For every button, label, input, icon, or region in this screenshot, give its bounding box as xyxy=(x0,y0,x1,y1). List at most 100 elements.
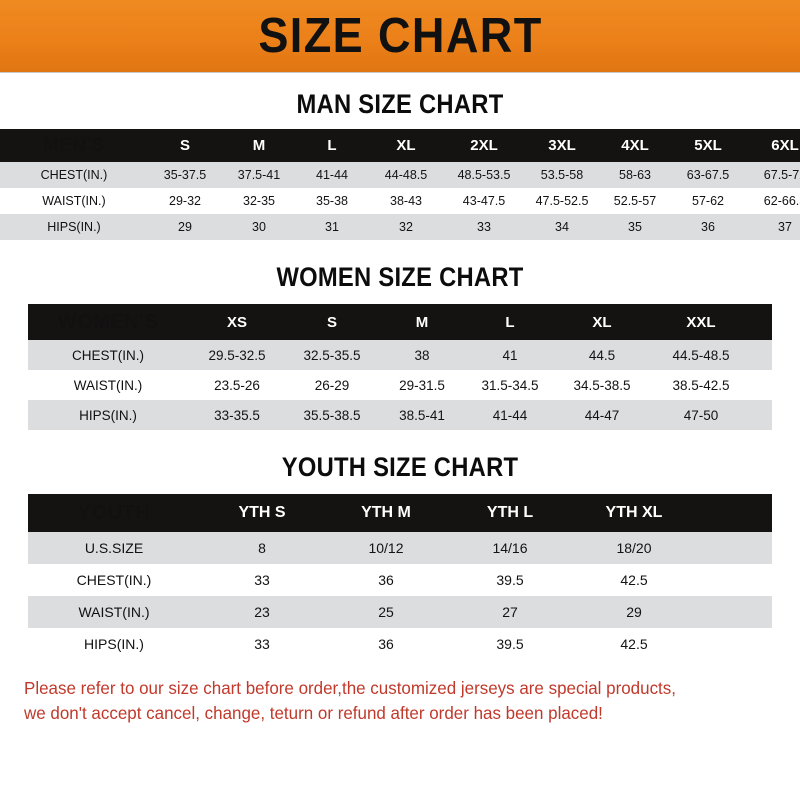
women-cell-1-3: 31.5-34.5 xyxy=(466,370,554,400)
youth-cell-3-4 xyxy=(696,628,772,660)
man-size-col-1: M xyxy=(222,129,296,162)
women-cell-2-4: 44-47 xyxy=(554,400,650,430)
table-row: WAIST(IN.) 23.5-26 26-29 29-31.5 31.5-34… xyxy=(28,370,772,400)
man-size-col-2: L xyxy=(296,129,368,162)
youth-cell-0-0: 8 xyxy=(200,532,324,564)
youth-table-header-row: YOUTH YTH S YTH M YTH L YTH XL xyxy=(28,494,772,532)
youth-size-col-2: YTH L xyxy=(448,494,572,532)
women-cell-1-0: 23.5-26 xyxy=(188,370,286,400)
youth-cell-1-2: 39.5 xyxy=(448,564,572,596)
table-row: HIPS(IN.) 29 30 31 32 33 34 35 36 37 xyxy=(0,214,800,240)
women-cell-2-0: 33-35.5 xyxy=(188,400,286,430)
youth-size-table: YOUTH YTH S YTH M YTH L YTH XL U.S.SIZE … xyxy=(28,494,772,660)
youth-size-col-1: YTH M xyxy=(324,494,448,532)
man-cell-0-1: 37.5-41 xyxy=(222,162,296,188)
women-row-2-label: HIPS(IN.) xyxy=(28,400,188,430)
man-size-col-7: 5XL xyxy=(670,129,746,162)
youth-cell-2-4 xyxy=(696,596,772,628)
youth-header-label: YOUTH xyxy=(28,494,200,532)
man-cell-2-5: 34 xyxy=(524,214,600,240)
women-cell-0-4: 44.5 xyxy=(554,340,650,370)
table-row: HIPS(IN.) 33 36 39.5 42.5 xyxy=(28,628,772,660)
man-cell-0-8: 67.5-72 xyxy=(746,162,800,188)
youth-cell-2-3: 29 xyxy=(572,596,696,628)
man-cell-1-7: 57-62 xyxy=(670,188,746,214)
table-row: HIPS(IN.) 33-35.5 35.5-38.5 38.5-41 41-4… xyxy=(28,400,772,430)
women-cell-0-2: 38 xyxy=(378,340,466,370)
order-policy-note-line-1: Please refer to our size chart before or… xyxy=(24,678,676,698)
man-header-label: MEN'S xyxy=(0,129,148,162)
man-cell-2-2: 31 xyxy=(296,214,368,240)
women-cell-0-5: 44.5-48.5 xyxy=(650,340,752,370)
man-cell-2-8: 37 xyxy=(746,214,800,240)
youth-row-3-label: HIPS(IN.) xyxy=(28,628,200,660)
women-cell-2-3: 41-44 xyxy=(466,400,554,430)
women-cell-2-2: 38.5-41 xyxy=(378,400,466,430)
order-policy-note: Please refer to our size chart before or… xyxy=(24,676,753,727)
table-row: U.S.SIZE 8 10/12 14/16 18/20 xyxy=(28,532,772,564)
youth-size-col-4 xyxy=(696,494,772,532)
man-cell-2-3: 32 xyxy=(368,214,444,240)
youth-cell-3-3: 42.5 xyxy=(572,628,696,660)
youth-section-title: YOUTH SIZE CHART xyxy=(281,452,519,482)
youth-row-0-label: U.S.SIZE xyxy=(28,532,200,564)
women-size-col-2: M xyxy=(378,304,466,340)
man-size-table: MEN'S S M L XL 2XL 3XL 4XL 5XL 6XL CHEST… xyxy=(0,129,800,240)
women-cell-1-2: 29-31.5 xyxy=(378,370,466,400)
youth-cell-3-1: 36 xyxy=(324,628,448,660)
table-row: CHEST(IN.) 35-37.5 37.5-41 41-44 44-48.5… xyxy=(0,162,800,188)
women-cell-2-5: 47-50 xyxy=(650,400,752,430)
women-size-col-5: XXL xyxy=(650,304,752,340)
youth-cell-1-3: 42.5 xyxy=(572,564,696,596)
youth-cell-1-4 xyxy=(696,564,772,596)
youth-size-col-3: YTH XL xyxy=(572,494,696,532)
women-table-header-row: WOMEN'S XS S M L XL XXL xyxy=(28,304,772,340)
man-cell-1-2: 35-38 xyxy=(296,188,368,214)
man-table-header-row: MEN'S S M L XL 2XL 3XL 4XL 5XL 6XL xyxy=(0,129,800,162)
women-size-col-6 xyxy=(752,304,772,340)
youth-cell-2-2: 27 xyxy=(448,596,572,628)
youth-cell-0-4 xyxy=(696,532,772,564)
women-cell-0-1: 32.5-35.5 xyxy=(286,340,378,370)
youth-size-col-0: YTH S xyxy=(200,494,324,532)
women-cell-0-3: 41 xyxy=(466,340,554,370)
women-row-0-label: CHEST(IN.) xyxy=(28,340,188,370)
man-cell-0-3: 44-48.5 xyxy=(368,162,444,188)
man-size-col-4: 2XL xyxy=(444,129,524,162)
youth-cell-2-0: 23 xyxy=(200,596,324,628)
man-cell-1-6: 52.5-57 xyxy=(600,188,670,214)
women-size-col-0: XS xyxy=(188,304,286,340)
man-size-col-8: 6XL xyxy=(746,129,800,162)
man-cell-2-0: 29 xyxy=(148,214,222,240)
table-row: CHEST(IN.) 33 36 39.5 42.5 xyxy=(28,564,772,596)
youth-row-1-label: CHEST(IN.) xyxy=(28,564,200,596)
man-cell-1-5: 47.5-52.5 xyxy=(524,188,600,214)
man-cell-1-4: 43-47.5 xyxy=(444,188,524,214)
man-cell-2-4: 33 xyxy=(444,214,524,240)
women-cell-1-5: 38.5-42.5 xyxy=(650,370,752,400)
youth-cell-1-0: 33 xyxy=(200,564,324,596)
page-title: SIZE CHART xyxy=(257,8,543,63)
table-row: WAIST(IN.) 29-32 32-35 35-38 38-43 43-47… xyxy=(0,188,800,214)
women-row-1-label: WAIST(IN.) xyxy=(28,370,188,400)
women-header-label: WOMEN'S xyxy=(28,304,188,340)
man-cell-1-0: 29-32 xyxy=(148,188,222,214)
women-cell-2-6 xyxy=(752,400,772,430)
man-cell-1-1: 32-35 xyxy=(222,188,296,214)
man-size-col-0: S xyxy=(148,129,222,162)
man-size-col-5: 3XL xyxy=(524,129,600,162)
youth-cell-3-0: 33 xyxy=(200,628,324,660)
table-row: CHEST(IN.) 29.5-32.5 32.5-35.5 38 41 44.… xyxy=(28,340,772,370)
youth-cell-2-1: 25 xyxy=(324,596,448,628)
women-cell-0-0: 29.5-32.5 xyxy=(188,340,286,370)
women-cell-0-6 xyxy=(752,340,772,370)
youth-cell-0-2: 14/16 xyxy=(448,532,572,564)
man-size-col-6: 4XL xyxy=(600,129,670,162)
man-cell-2-7: 36 xyxy=(670,214,746,240)
women-size-table: WOMEN'S XS S M L XL XXL CHEST(IN.) 29.5-… xyxy=(28,304,772,430)
man-cell-0-6: 58-63 xyxy=(600,162,670,188)
youth-cell-0-1: 10/12 xyxy=(324,532,448,564)
page-banner: SIZE CHART xyxy=(0,0,800,73)
women-size-col-3: L xyxy=(466,304,554,340)
